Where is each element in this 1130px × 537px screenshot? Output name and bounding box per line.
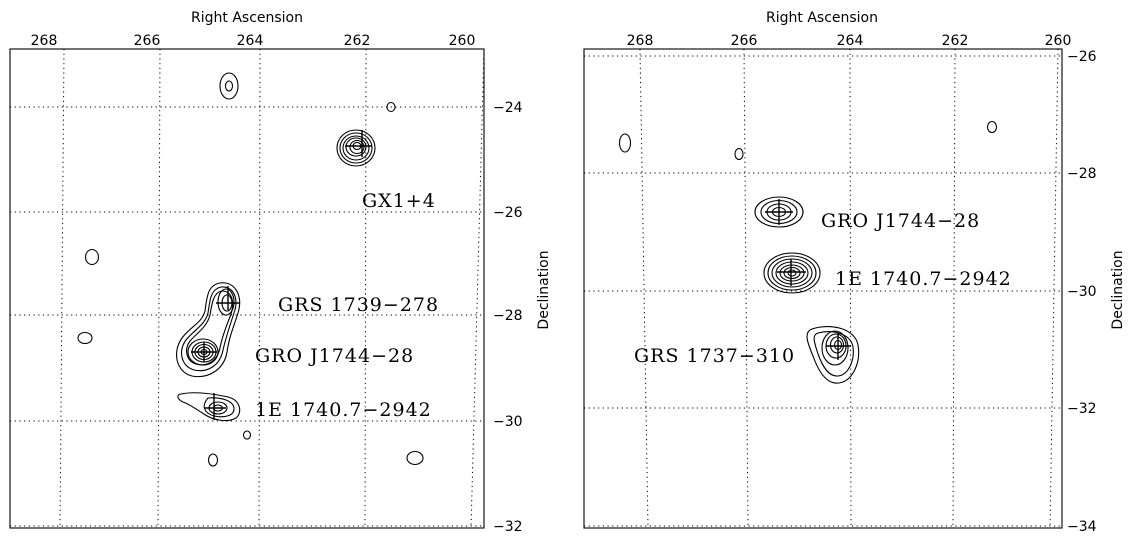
right-ra-tick: 262 <box>942 33 969 49</box>
left-frame <box>9 48 485 529</box>
right-contours <box>618 120 998 384</box>
right-ra-axis-title: Right Ascension <box>766 10 878 26</box>
right-ra-tick: 260 <box>1045 33 1072 49</box>
right-source-markers <box>765 199 851 360</box>
left-dec-tick: −32 <box>493 519 523 535</box>
1e1740-marker <box>777 259 806 286</box>
right-dec-tick: −34 <box>1067 519 1097 535</box>
source-label: GRO J1744−28 <box>255 345 414 367</box>
left-grid <box>10 48 485 529</box>
source-label: GRS 1737−310 <box>634 345 795 367</box>
left-dec-tick: −24 <box>493 100 523 116</box>
grs1737-310-marker <box>826 333 851 360</box>
left-dec-tick: −30 <box>493 414 523 430</box>
right-dec-axis-title: Declination <box>1110 250 1126 329</box>
gx1-4-contours <box>336 129 376 167</box>
left-ra-tick: 262 <box>344 33 371 49</box>
1e1740-contours <box>177 392 241 422</box>
right-frame <box>583 48 1063 529</box>
right-dec-tick: −30 <box>1067 284 1097 300</box>
right-ra-tick: 268 <box>627 33 654 49</box>
left-ra-tick: 268 <box>31 33 58 49</box>
right-panel: Right Ascension Declination 268 266 264 … <box>583 10 1126 535</box>
right-dec-tick: −28 <box>1067 166 1097 182</box>
left-dec-axis-title: Declination <box>536 250 552 329</box>
grs1739-grj1744-contours <box>176 282 241 378</box>
groj1744-28-marker <box>765 199 793 225</box>
right-dec-tick: −26 <box>1067 49 1097 65</box>
right-dec-tick: −32 <box>1067 401 1097 417</box>
1e1740-marker <box>204 393 226 420</box>
source-label: GX1+4 <box>362 190 436 212</box>
left-ra-tick: 266 <box>134 33 161 49</box>
gx1-4-marker <box>345 130 372 157</box>
left-panel: Right Ascension Declination 268 266 264 … <box>9 10 552 535</box>
left-ra-tick: 260 <box>449 33 476 49</box>
left-source-markers <box>191 130 372 420</box>
source-label: GRS 1739−278 <box>278 294 439 316</box>
left-dec-tick: −28 <box>493 308 523 324</box>
source-label: GRO J1744−28 <box>821 210 980 232</box>
left-dec-tick: −26 <box>493 205 523 221</box>
left-ra-tick: 264 <box>237 33 264 49</box>
right-ra-tick: 266 <box>731 33 758 49</box>
right-ra-tick: 264 <box>837 33 864 49</box>
source-label: 1E 1740.7−2942 <box>255 399 432 421</box>
source-label: 1E 1740.7−2942 <box>835 268 1012 290</box>
groj1744-28-marker <box>191 342 217 362</box>
1e1740-contours <box>763 252 821 294</box>
left-ra-axis-title: Right Ascension <box>191 10 303 26</box>
grs1739-278-marker <box>216 286 240 310</box>
